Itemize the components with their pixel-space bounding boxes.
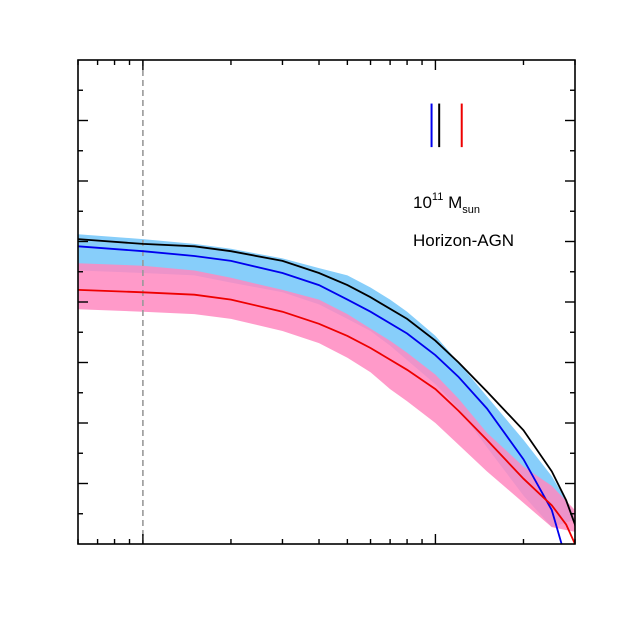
- annotation-simulation: Horizon-AGN: [413, 231, 514, 250]
- annotation-mass-subscript: sun: [462, 204, 480, 216]
- annotation-mass-exponent: 11: [432, 191, 443, 203]
- top-markers: [430, 103, 463, 148]
- series-line-1: [78, 238, 575, 529]
- band-2: [78, 263, 575, 532]
- band-1: [78, 234, 575, 528]
- plot-frame: [77, 59, 576, 545]
- annotation-mass-unit: M: [443, 193, 462, 212]
- confidence-bands: [78, 234, 575, 532]
- annotation-mass-base: 10: [413, 193, 432, 212]
- series-line-3: [78, 289, 575, 544]
- annotation-mass: 1011 Msun: [413, 191, 480, 216]
- series-lines: [78, 238, 575, 544]
- series-line-2: [78, 245, 563, 544]
